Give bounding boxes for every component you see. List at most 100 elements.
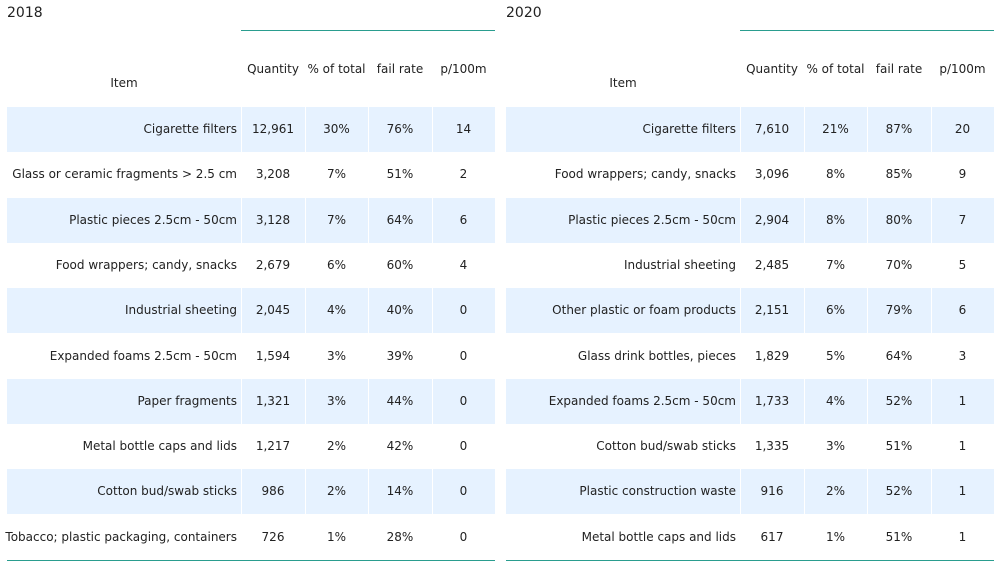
value-cell: 1%	[825, 529, 846, 544]
column-separator	[804, 152, 805, 198]
column-separator	[368, 197, 369, 243]
column-separator	[740, 333, 741, 379]
table-row: Expanded foams 2.5cm - 50cm 1,594 3% 39% 0	[7, 333, 495, 379]
column-separator	[740, 378, 741, 424]
column-separator	[867, 333, 868, 379]
item-cell: Metal bottle caps and lids	[581, 529, 736, 544]
column-separator	[432, 469, 433, 515]
value-cell: 21%	[822, 122, 849, 136]
column-separator	[241, 333, 242, 379]
column-separator	[804, 333, 805, 379]
item-cell: Other plastic or foam products	[552, 303, 736, 318]
value-cell: 2%	[825, 484, 846, 499]
column-separator	[740, 469, 741, 515]
value-cell: 0	[459, 439, 468, 454]
column-separator	[241, 378, 242, 424]
value-cell: 3,096	[754, 167, 790, 182]
value-cell: 2,679	[255, 257, 291, 272]
column-separator	[867, 242, 868, 288]
column-separator	[867, 197, 868, 243]
column-separator	[804, 107, 805, 152]
table-row: Glass or ceramic fragments > 2.5 cm 3,208…	[7, 152, 495, 198]
item-cell: Industrial sheeting	[125, 303, 237, 318]
column-header: % of total	[307, 62, 366, 76]
column-separator	[931, 333, 932, 379]
value-cell: 1	[958, 393, 967, 408]
item-cell: Glass or ceramic fragments > 2.5 cm	[12, 167, 237, 182]
column-separator	[867, 107, 868, 152]
column-separator	[432, 514, 433, 560]
value-cell: 4%	[825, 393, 846, 408]
table-row: Plastic construction waste 916 2% 52% 1	[506, 469, 994, 515]
column-separator	[931, 469, 932, 515]
column-separator	[931, 107, 932, 152]
bottom-rule	[7, 560, 495, 561]
table-row: Plastic pieces 2.5cm - 50cm 2,904 8% 80% 7	[506, 197, 994, 243]
value-cell: 2,904	[754, 212, 790, 227]
column-header: % of total	[806, 62, 865, 76]
value-cell: 1	[958, 484, 967, 499]
column-separator	[305, 378, 306, 424]
column-separator	[931, 424, 932, 470]
column-separator	[804, 424, 805, 470]
column-separator	[241, 288, 242, 334]
column-separator	[867, 514, 868, 560]
table-row: Cotton bud/swab sticks 1,335 3% 51% 1	[506, 424, 994, 470]
table-row: Metal bottle caps and lids 617 1% 51% 1	[506, 514, 994, 560]
column-separator	[241, 152, 242, 198]
value-cell: 0	[459, 393, 468, 408]
value-cell: 1	[958, 439, 967, 454]
item-cell: Glass drink bottles, pieces	[577, 348, 736, 363]
value-cell: 28%	[386, 529, 414, 544]
column-separator	[432, 242, 433, 288]
value-cell: 52%	[885, 484, 913, 499]
table-row: Food wrappers; candy, snacks 2,679 6% 60% 4	[7, 242, 495, 288]
value-cell: 916	[760, 484, 784, 499]
value-cell: 85%	[885, 167, 913, 182]
table-row: Tobacco; plastic packaging, containers 72…	[5, 514, 495, 560]
value-cell: 3%	[326, 393, 347, 408]
column-separator	[804, 469, 805, 515]
value-cell: 1,335	[754, 439, 790, 454]
item-cell: Plastic construction waste	[579, 484, 736, 499]
column-header: p/100m	[440, 62, 487, 76]
column-header: Quantity	[247, 62, 299, 76]
value-cell: 3%	[326, 348, 347, 363]
column-separator	[432, 424, 433, 470]
value-cell: 64%	[885, 348, 913, 363]
column-header: Item	[110, 76, 138, 90]
column-separator	[867, 152, 868, 198]
value-cell: 0	[459, 348, 468, 363]
column-separator	[368, 242, 369, 288]
value-cell: 9	[958, 167, 967, 182]
column-separator	[241, 514, 242, 560]
column-header: Quantity	[746, 62, 798, 76]
column-separator	[368, 424, 369, 470]
value-cell: 1,733	[754, 393, 790, 408]
table-row: Paper fragments 1,321 3% 44% 0	[7, 378, 495, 424]
value-cell: 617	[760, 529, 784, 544]
column-separator	[305, 107, 306, 152]
value-cell: 12,961	[252, 122, 294, 136]
value-cell: 726	[261, 529, 285, 544]
value-cell: 7	[958, 212, 967, 227]
table-row: Glass drink bottles, pieces 1,829 5% 64% 3	[506, 333, 994, 379]
column-header: fail rate	[875, 62, 923, 76]
value-cell: 6	[958, 303, 967, 318]
column-separator	[368, 514, 369, 560]
column-separator	[305, 197, 306, 243]
table-title-2020: 2020	[506, 5, 542, 21]
column-separator	[931, 152, 932, 198]
value-cell: 5	[958, 257, 967, 272]
value-cell: 7%	[326, 212, 347, 227]
value-cell: 0	[459, 529, 468, 544]
column-separator	[931, 288, 932, 334]
table-row: Other plastic or foam products 2,151 6% 79%…	[506, 288, 994, 334]
column-separator	[432, 333, 433, 379]
item-cell: Paper fragments	[137, 393, 237, 408]
header-rule	[241, 30, 495, 31]
column-separator	[931, 197, 932, 243]
column-separator	[804, 514, 805, 560]
table-row: Cotton bud/swab sticks 986 2% 14% 0	[7, 469, 495, 515]
item-cell: Food wrappers; candy, snacks	[554, 167, 736, 182]
